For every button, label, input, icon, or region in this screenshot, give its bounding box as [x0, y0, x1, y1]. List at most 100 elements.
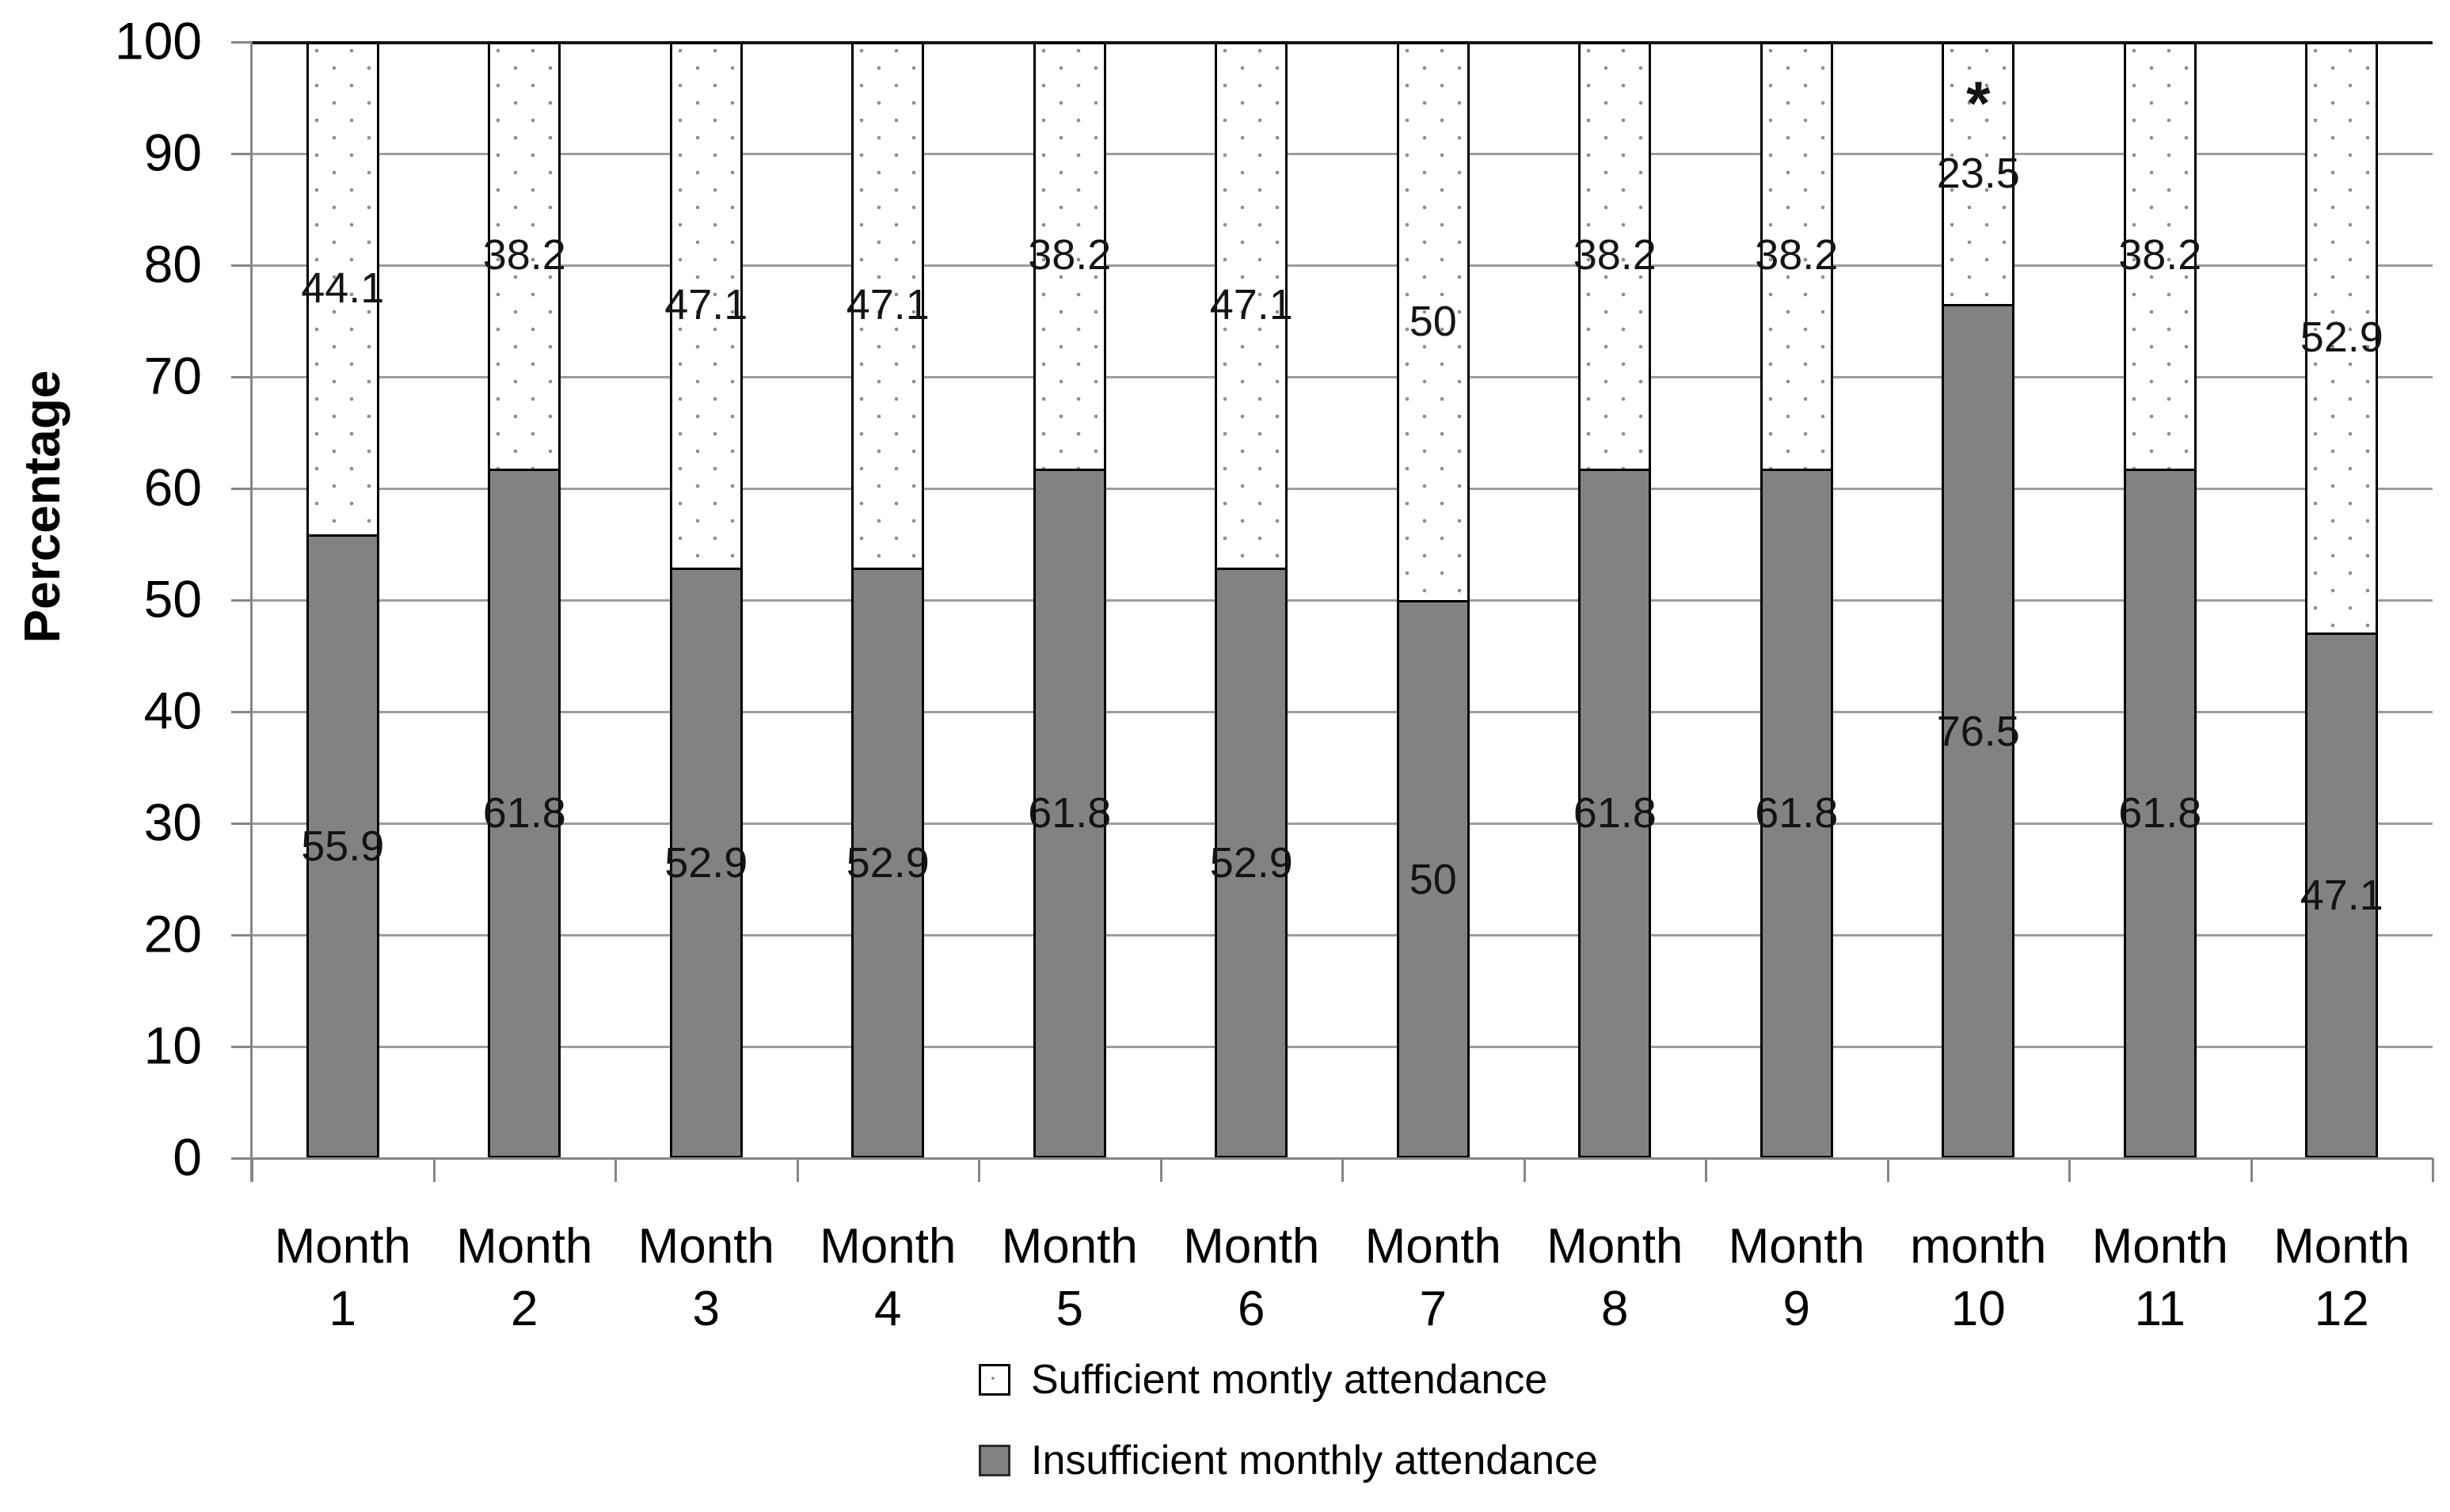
dotted-square-icon — [979, 1364, 1010, 1396]
bar-7-insufficient — [1396, 600, 1470, 1158]
data-label-insufficient-12: 47.1 — [2300, 871, 2383, 919]
bar-6-insufficient — [1215, 568, 1288, 1158]
y-tick-10 — [231, 1046, 252, 1048]
y-tick-label-10: 10 — [143, 1016, 202, 1075]
bar-5-sufficient — [1033, 42, 1106, 469]
bar-4-sufficient — [851, 42, 925, 568]
y-tick-40 — [231, 711, 252, 713]
gridline-70 — [252, 376, 2433, 378]
data-label-sufficient-8: 38.2 — [1573, 231, 1657, 279]
data-label-insufficient-1: 55.9 — [301, 822, 385, 870]
data-label-sufficient-6: 47.1 — [1209, 281, 1293, 329]
gridline-20 — [252, 934, 2433, 936]
bar-7-sufficient — [1396, 42, 1470, 600]
bar-9-insufficient — [1760, 468, 1833, 1158]
bar-4-insufficient — [851, 568, 925, 1158]
bar-3-sufficient — [669, 42, 743, 568]
data-label-insufficient-4: 52.9 — [846, 839, 930, 887]
data-label-insufficient-6: 52.9 — [1209, 839, 1293, 887]
bar-2-sufficient — [488, 42, 561, 469]
x-tick-2 — [614, 1158, 617, 1182]
x-axis-label-8: Month 8 — [1546, 1219, 1683, 1336]
bar-9-sufficient — [1760, 42, 1833, 469]
bar-10-sufficient — [1942, 42, 2015, 305]
bar-1-insufficient — [306, 534, 379, 1158]
x-axis-label-2: Month 2 — [456, 1219, 593, 1336]
bar-5-insufficient — [1033, 468, 1106, 1158]
bar-11-insufficient — [2123, 468, 2197, 1158]
y-tick-label-90: 90 — [143, 123, 202, 182]
data-label-sufficient-10: 23.5 — [1936, 149, 2020, 197]
data-label-sufficient-2: 38.2 — [482, 231, 566, 279]
x-axis-label-5: Month 5 — [1001, 1219, 1138, 1336]
y-tick-label-40: 40 — [143, 681, 202, 740]
bar-12-insufficient — [2305, 632, 2379, 1158]
gridline-30 — [252, 822, 2433, 825]
y-tick-70 — [231, 376, 252, 378]
data-label-sufficient-5: 38.2 — [1028, 231, 1112, 279]
data-label-sufficient-11: 38.2 — [2118, 231, 2202, 279]
gridline-90 — [252, 153, 2433, 155]
y-tick-label-30: 30 — [143, 792, 202, 852]
x-axis-label-11: Month 11 — [2091, 1219, 2228, 1336]
x-tick-9 — [1886, 1158, 1889, 1182]
data-label-insufficient-11: 61.8 — [2118, 789, 2202, 838]
y-tick-100 — [231, 41, 252, 44]
x-axis-label-7: Month 7 — [1364, 1219, 1501, 1336]
bar-8-insufficient — [1578, 468, 1652, 1158]
x-axis-line — [231, 1157, 2433, 1160]
bar-3-insufficient — [669, 568, 743, 1158]
x-tick-12 — [2432, 1158, 2434, 1182]
gridline-50 — [252, 599, 2433, 602]
x-tick-3 — [796, 1158, 799, 1182]
gridline-60 — [252, 488, 2433, 490]
data-label-sufficient-7: 50 — [1409, 297, 1457, 345]
y-tick-label-20: 20 — [143, 904, 202, 963]
y-tick-20 — [231, 934, 252, 936]
data-label-insufficient-8: 61.8 — [1573, 789, 1657, 838]
bar-1-sufficient — [306, 42, 379, 534]
x-axis-label-4: Month 4 — [820, 1219, 957, 1336]
legend-label-1: Sufficient montly attendance — [1031, 1357, 1548, 1403]
data-label-sufficient-4: 47.1 — [846, 281, 930, 329]
y-tick-50 — [231, 599, 252, 602]
x-axis-label-3: Month 3 — [637, 1219, 774, 1336]
y-tick-30 — [231, 822, 252, 825]
bar-12-sufficient — [2305, 42, 2379, 633]
gray-square-icon — [979, 1445, 1010, 1476]
legend-label-2: Insufficient monthly attendance — [1031, 1438, 1598, 1484]
x-axis-label-12: Month 12 — [2273, 1219, 2410, 1336]
data-label-insufficient-2: 61.8 — [482, 789, 566, 838]
x-tick-6 — [1341, 1158, 1344, 1182]
bar-11-sufficient — [2123, 42, 2197, 469]
gridline-80 — [252, 264, 2433, 267]
legend: Sufficient montly attendance Insufficient… — [979, 1355, 1598, 1485]
y-tick-90 — [231, 153, 252, 155]
data-label-sufficient-12: 52.9 — [2300, 313, 2383, 361]
data-label-insufficient-9: 61.8 — [1755, 789, 1839, 838]
y-tick-label-0: 0 — [173, 1127, 202, 1187]
bar-8-sufficient — [1578, 42, 1652, 469]
data-label-insufficient-10: 76.5 — [1936, 707, 2020, 755]
y-tick-80 — [231, 264, 252, 267]
x-tick-7 — [1523, 1158, 1526, 1182]
x-axis-label-1: Month 1 — [274, 1219, 411, 1336]
y-tick-label-50: 50 — [143, 569, 202, 629]
significance-asterisk: * — [1966, 67, 1991, 138]
x-tick-1 — [432, 1158, 436, 1182]
x-tick-11 — [2250, 1158, 2253, 1182]
bar-6-sufficient — [1215, 42, 1288, 568]
bar-2-insufficient — [488, 468, 561, 1158]
gridline-10 — [252, 1046, 2433, 1048]
y-tick-60 — [231, 488, 252, 490]
data-label-sufficient-3: 47.1 — [664, 281, 748, 329]
x-tick-4 — [978, 1158, 980, 1182]
gridline-40 — [252, 711, 2433, 713]
x-tick-10 — [2068, 1158, 2071, 1182]
legend-item-2: Insufficient monthly attendance — [979, 1436, 1598, 1485]
y-tick-label-60: 60 — [143, 458, 202, 517]
x-axis-label-6: Month 6 — [1183, 1219, 1320, 1336]
y-tick-label-100: 100 — [114, 11, 202, 70]
plot-area: 55.9 44.1 61.8 38.2 52.9 47.1 52.9 47.1 61.8 38.2… — [252, 41, 2433, 1158]
